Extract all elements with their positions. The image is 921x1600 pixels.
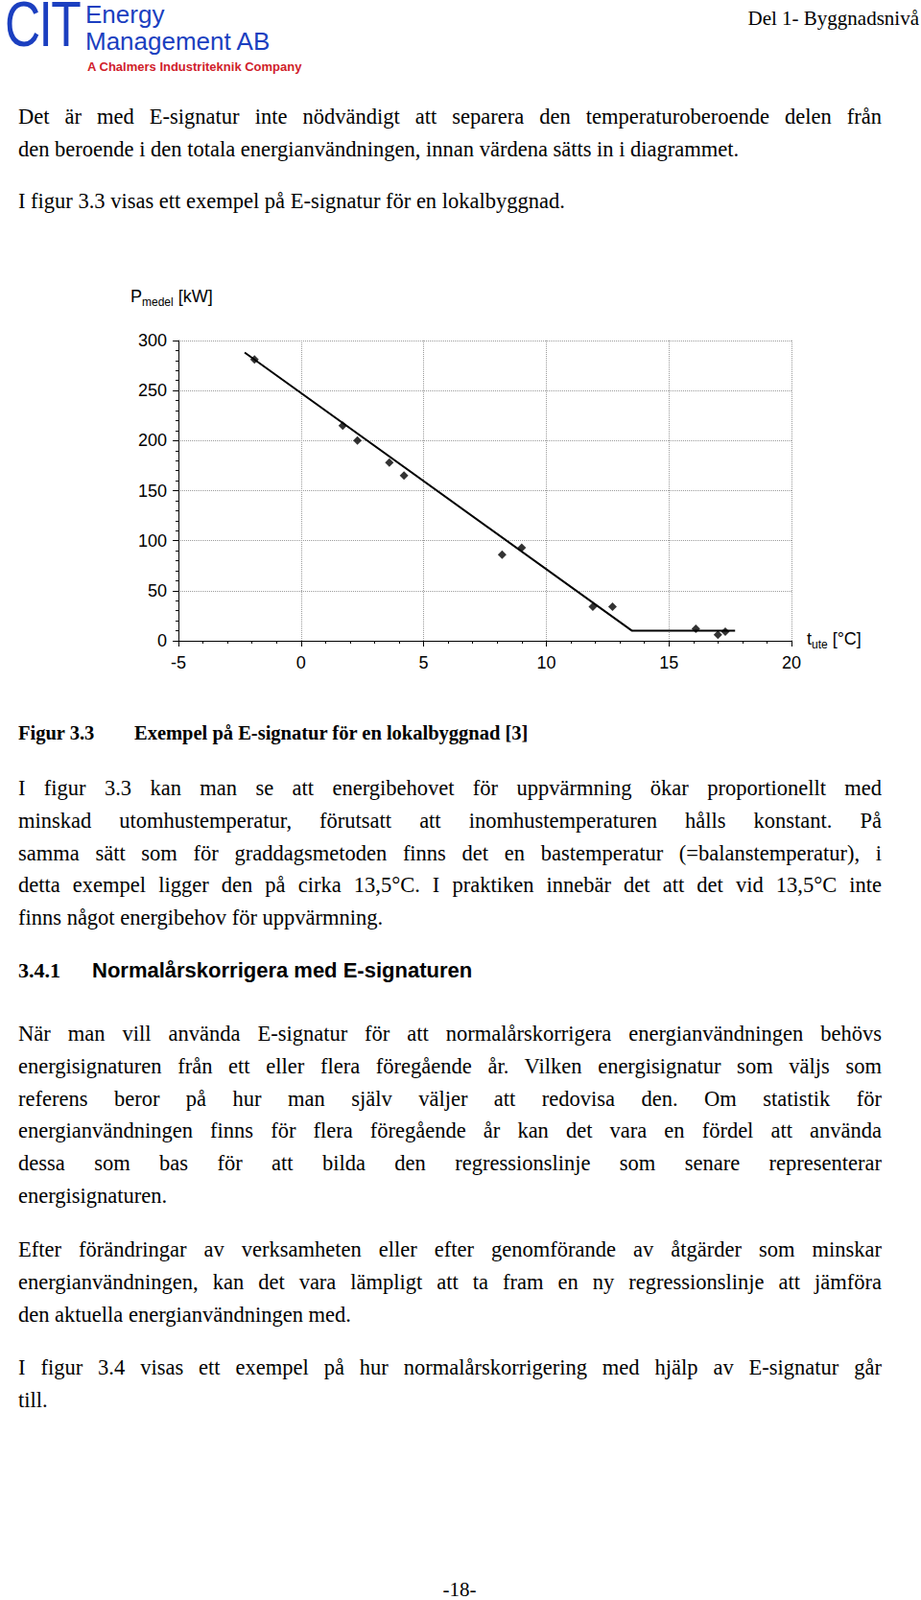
svg-text:250: 250: [138, 380, 167, 401]
html-text:När man vill använda E-signatu: När man vill använda E-signatur för att …: [18, 1021, 882, 1046]
svg-text:medel: medel: [141, 295, 174, 309]
svg-text:300: 300: [138, 330, 167, 351]
html-text:Energy: Energy: [85, 0, 165, 29]
svg-text:200: 200: [138, 430, 167, 450]
html-text:finns något energibehov för up: finns något energibehov för uppvärmning.: [18, 905, 383, 930]
html-text:energisignaturen.: energisignaturen.: [18, 1183, 168, 1208]
html-text:Figur 3.3: Figur 3.3: [18, 722, 95, 744]
html-text:Det är med E-signatur inte nöd: Det är med E-signatur inte nödvändigt at…: [18, 104, 882, 129]
html-text:energianvändningen, kan det va: energianvändningen, kan det vara lämplig…: [18, 1270, 882, 1295]
html-text:I figur 3.3 kan man se att ene: I figur 3.3 kan man se att energibehovet…: [18, 776, 882, 801]
svg-text:[°C]: [°C]: [827, 629, 862, 649]
html-text:energisignaturen från ett elle: energisignaturen från ett eller flera fö…: [18, 1054, 882, 1079]
svg-text:20: 20: [781, 653, 802, 673]
html-text:den aktuella energianvändninge: den aktuella energianvändningen med.: [18, 1302, 352, 1327]
svg-text:-5: -5: [170, 653, 187, 673]
html-text:referens beror på hur man själ: referens beror på hur man själv väljer a…: [18, 1086, 882, 1111]
html-text:3.4.1: 3.4.1: [18, 958, 61, 983]
svg-text:150: 150: [138, 481, 167, 501]
svg-text:10: 10: [536, 653, 556, 673]
svg-text:t: t: [806, 629, 812, 649]
html-text:I figur 3.3 visas ett exempel: I figur 3.3 visas ett exempel på E-signa…: [18, 188, 565, 213]
html-text:Management AB: Management AB: [85, 26, 270, 56]
html-text:samma sätt som för graddagsmet: samma sätt som för graddagsmetoden finns…: [18, 840, 882, 865]
html-text:Efter förändringar av verksamh: Efter förändringar av verksamheten eller…: [18, 1237, 882, 1262]
html-text:dessa som bas för att bilda de: dessa som bas för att bilda den regressi…: [18, 1151, 882, 1176]
svg-text:0: 0: [296, 653, 307, 673]
svg-text:0: 0: [157, 631, 167, 651]
html-text:till.: till.: [18, 1388, 48, 1413]
svg-text:5: 5: [419, 653, 429, 673]
html-text:A Chalmers Industriteknik Comp: A Chalmers Industriteknik Company: [87, 59, 302, 74]
html-text:Del 1- Byggnadsnivå: Del 1- Byggnadsnivå: [747, 6, 920, 30]
svg-text:ute: ute: [811, 637, 828, 652]
svg-text:50: 50: [147, 581, 167, 601]
html-text:I figur 3.4 visas ett exempel: I figur 3.4 visas ett exempel på hur nor…: [18, 1355, 882, 1380]
svg-text:P: P: [130, 287, 142, 307]
svg-text:15: 15: [659, 653, 679, 673]
html-text:den beroende i den totala ener: den beroende i den totala energianvändni…: [18, 136, 739, 161]
svg-text:[kW]: [kW]: [173, 287, 213, 307]
html-text:Exempel på E-signatur för en l: Exempel på E-signatur för en lokalbyggna…: [134, 722, 529, 744]
html-text:detta exempel ligger den på ci: detta exempel ligger den på cirka 13,5°C…: [18, 873, 882, 898]
html-text:minskad utomhustemperatur, för: minskad utomhustemperatur, förutsatt att…: [18, 808, 882, 833]
svg-text:100: 100: [138, 531, 167, 551]
html-text:Normalårskorrigera med E-signa: Normalårskorrigera med E-signaturen: [92, 958, 473, 983]
html-text:energianvändningen finns för f: energianvändningen finns för flera föreg…: [18, 1119, 882, 1143]
